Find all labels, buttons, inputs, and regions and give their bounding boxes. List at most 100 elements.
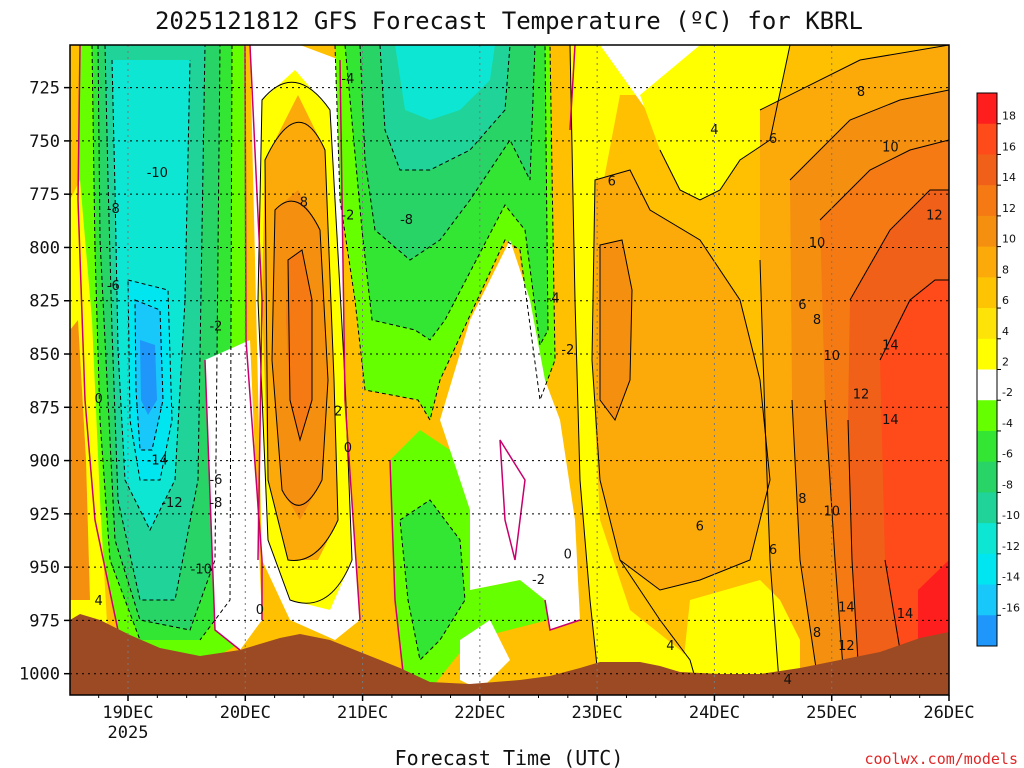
zero-contours: [77, 45, 581, 691]
colorbar-label: -4: [1002, 417, 1013, 430]
colorbar-swatch: [977, 615, 997, 647]
colorbar-swatch: [977, 461, 997, 493]
x-tick-label: 25DEC: [806, 703, 857, 723]
colorbar-label: -10: [1002, 509, 1020, 522]
colorbar-label: 16: [1002, 140, 1016, 153]
contour-lines-negative: [91, 45, 556, 662]
contour-line: [569, 45, 601, 695]
y-tick-label: 725: [29, 79, 60, 99]
contour-label: 6: [798, 298, 806, 313]
y-tick-label: 850: [29, 345, 60, 365]
credit-link[interactable]: coolwx.com/models: [864, 750, 1018, 768]
colorbar-label: 8: [1002, 263, 1009, 276]
contour-label: -2: [341, 208, 354, 223]
contour-line-negative: [111, 59, 191, 532]
colorbar-label: 2: [1002, 356, 1009, 369]
contour-line: [847, 419, 861, 695]
colorbar-swatch: [977, 185, 997, 217]
contour-label: 6: [696, 520, 704, 535]
colorbar: 18 16 14 12 10 8 6 4 2 -2 -4 -6 -8 -10 -12 -14 -16: [976, 92, 1020, 647]
y-tick-label: 900: [29, 452, 60, 472]
contour-label: 14: [882, 338, 899, 353]
contour-line: [791, 399, 821, 695]
y-tick-label: 1000: [19, 665, 60, 685]
contour-line-negative: [199, 45, 233, 641]
x-subtick-label: 2025: [108, 723, 149, 743]
contour-label: -2: [209, 319, 222, 334]
contour-label: -4: [547, 292, 560, 307]
contour-label: -2: [532, 573, 545, 588]
colorbar-swatch: [977, 93, 997, 125]
colorbar-swatch: [977, 246, 997, 278]
zero-contour-line: [244, 45, 263, 620]
y-tick-label: 950: [29, 558, 60, 578]
x-axis: 19DEC 20DEC 21DEC 22DEC 23DEC 24DEC 25DEC 26DEC: [98, 695, 975, 723]
colorbar-label: 14: [1002, 171, 1016, 184]
field-band-warm-23dec-8: [600, 240, 632, 420]
contour-label: 6: [608, 174, 616, 189]
contour-label: -6: [107, 279, 120, 294]
zero-contour-line: [389, 459, 406, 691]
contour-label: -2: [561, 343, 574, 358]
colorbar-swatch: [977, 338, 997, 370]
contour-line-negative: [134, 299, 164, 451]
field-band-left-warm-6: [70, 320, 90, 600]
colorbar-label: 4: [1002, 325, 1009, 338]
field-band-warm-pulse-8: [286, 250, 312, 440]
colorbar-label: -14: [1002, 571, 1020, 584]
contour-line: [884, 559, 901, 651]
contour-label: -8: [400, 213, 413, 228]
colorbar-swatch: [977, 492, 997, 524]
contour-label: 0: [344, 441, 352, 456]
field-band-white-3: [440, 240, 580, 630]
field-band-mid-minus10: [395, 45, 495, 120]
contour-label: -10: [191, 562, 212, 577]
contour-label: 4: [95, 594, 103, 609]
colorbar-swatch: [977, 154, 997, 186]
x-tick-label: 22DEC: [454, 703, 505, 723]
y-tick-label: 750: [29, 132, 60, 152]
y-tick-label: 875: [29, 398, 60, 418]
colorbar-label: 12: [1002, 202, 1016, 215]
contour-label: 0: [256, 603, 264, 618]
zero-contour-line: [77, 45, 121, 641]
y-tick-label: 925: [29, 505, 60, 525]
gridlines: [70, 45, 949, 695]
plot-area: -4 -10 -8 8 -2 -8 -6 -2 0 2 0 -14 -6 -12 -8 -10 0 4 -4 -2 0 -…: [70, 45, 949, 695]
contour-label: 4: [784, 673, 792, 688]
field-band-upper-yellow-right: [640, 45, 790, 200]
colorbar-swatch: [977, 553, 997, 586]
zero-contour-line: [204, 359, 241, 651]
contour-label: 10: [882, 140, 899, 155]
contour-label: -14: [147, 454, 168, 469]
contour-label: 14: [897, 607, 914, 622]
field-band-white-1: [205, 340, 262, 650]
contour-label: -8: [209, 496, 222, 511]
contour-line-negative: [344, 45, 549, 347]
contour-line: [849, 189, 949, 301]
contour-label: 12: [853, 388, 870, 403]
contour-line-negative: [359, 45, 536, 261]
field-band-cold-minus18: [140, 340, 157, 415]
contour-line: [789, 89, 949, 181]
colorbar-swatch: [977, 277, 997, 309]
y-axis: 725 750 775 800 825 850 875 900 925 950 975 1000: [19, 79, 70, 685]
x-tick-label: 21DEC: [337, 703, 388, 723]
colorbar-label: -8: [1002, 478, 1013, 491]
contour-line: [591, 169, 771, 591]
contour-line-negative: [399, 499, 466, 662]
contour-line-negative: [104, 45, 206, 601]
contour-label: 14: [838, 601, 855, 616]
field-band-transition-2: [570, 45, 700, 695]
zero-contour-line: [569, 45, 576, 131]
contour-line-negative: [379, 45, 511, 171]
contour-line: [759, 45, 949, 111]
field-band-white-4: [460, 620, 510, 690]
colorbar-swatch: [977, 430, 997, 463]
contour-label: 0: [564, 547, 572, 562]
contour-label: 8: [798, 492, 806, 507]
field-band-warm-23dec: [592, 170, 770, 590]
zero-contour-line: [249, 45, 263, 561]
zero-contour-line: [544, 599, 581, 631]
